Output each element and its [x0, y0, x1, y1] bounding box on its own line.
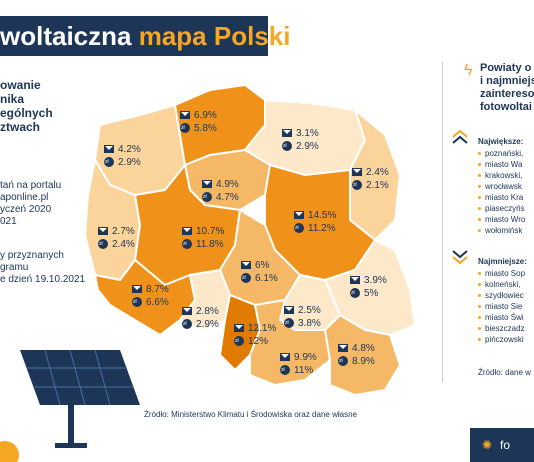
coin-icon	[180, 123, 190, 134]
list-item: miasto Sie	[478, 301, 525, 312]
biggest-list: poznański, miasto Wa krakowski, wrocławs…	[478, 148, 525, 236]
label-mazowieckie: 14.5% 11.2%	[294, 210, 336, 236]
region-podkarpackie	[323, 313, 402, 397]
coin-icon	[132, 297, 142, 308]
label-opolskie: 2.8% 2.9%	[182, 306, 219, 332]
lightning-icon: ϟ	[464, 62, 473, 79]
envelope-icon	[234, 324, 244, 333]
info2-line: y przyznanych	[0, 250, 64, 261]
label-podkarpackie: 4.8% 8.9%	[338, 343, 375, 369]
info2-line: e dzień 19.10.2021	[0, 274, 86, 285]
envelope-icon	[202, 180, 212, 189]
left-line: ególnych	[0, 106, 53, 120]
coin-icon	[234, 336, 244, 347]
solar-panel-illustration	[0, 349, 140, 462]
left-description: owanie nika ególnych ztwach	[0, 78, 53, 134]
coin-icon	[350, 288, 360, 299]
envelope-icon	[284, 306, 294, 315]
list-item: szydłowiec	[478, 290, 525, 301]
list-item: kolneński,	[478, 279, 525, 290]
title-bar: woltaiczna mapa Polski	[0, 16, 290, 56]
sun-icon: ✺	[482, 438, 493, 452]
left-info: tań na portalu aponline.pl yczeń 2020 02…	[0, 180, 61, 228]
coin-icon	[202, 192, 212, 203]
label-malopolskie: 9.9% 11%	[280, 352, 317, 378]
chevron-up-icon	[452, 129, 468, 144]
label-pomorskie: 6.9% 5.8%	[180, 110, 217, 136]
label-dolnoslaskie: 8.7% 6.6%	[132, 284, 169, 310]
info-line: aponline.pl	[0, 192, 49, 203]
label-warminsko-mazurskie: 3.1% 2.9%	[282, 128, 319, 154]
envelope-icon	[282, 129, 292, 138]
label-kujawsko-pomorskie: 4.9% 4.7%	[202, 179, 239, 205]
list-item: pińczowski	[478, 334, 525, 345]
label-zachodniopomorskie: 4.2% 2.9%	[104, 144, 141, 170]
list-item: miasto Wro	[478, 214, 525, 225]
info-line: 021	[0, 216, 17, 227]
info2-line: gramu	[0, 262, 29, 273]
right-title: Powiaty o i najmniejs zainteresow fotowo…	[480, 62, 534, 113]
title-part2: mapa Polski	[138, 21, 291, 51]
envelope-icon	[241, 261, 251, 270]
envelope-icon	[104, 145, 114, 154]
region-opolskie	[178, 268, 232, 332]
envelope-icon	[280, 353, 290, 362]
coin-icon	[284, 318, 294, 329]
label-podlaskie: 2.4% 2.1%	[352, 167, 389, 193]
list-item: wołomińsk	[478, 225, 525, 236]
coin-icon	[182, 239, 192, 250]
list-item: bieszczadz	[478, 323, 525, 334]
coin-icon	[294, 223, 304, 234]
envelope-icon	[182, 227, 192, 236]
title-part1: woltaiczna	[0, 21, 132, 51]
left-line: owanie	[0, 78, 41, 92]
coin-icon	[338, 356, 348, 367]
chevron-down-icon	[452, 250, 468, 265]
smallest-list: miasto Sop kolneński, szydłowiec miasto …	[478, 268, 525, 345]
coin-icon	[98, 239, 108, 250]
coin-icon	[280, 365, 290, 376]
label-lubelskie: 3.9% 5%	[350, 275, 387, 301]
list-item: poznański,	[478, 148, 525, 159]
coin-icon	[182, 319, 192, 330]
list-item: wrocławsk	[478, 181, 525, 192]
envelope-icon	[98, 227, 108, 236]
envelope-icon	[352, 168, 362, 177]
envelope-icon	[294, 211, 304, 220]
list-item: miasto Kra	[478, 192, 525, 203]
coin-icon	[282, 141, 292, 152]
info-line: yczeń 2020	[0, 204, 52, 215]
region-malopolskie	[249, 298, 332, 387]
smallest-heading: Najmniejsze:	[478, 257, 527, 266]
left-line: ztwach	[0, 120, 41, 134]
poland-map	[83, 83, 417, 397]
coin-icon	[104, 157, 114, 168]
envelope-icon	[350, 276, 360, 285]
list-item: krakowski,	[478, 170, 525, 181]
right-source-note: Źródło: dane w	[478, 368, 531, 377]
list-item: miasto Wa	[478, 159, 525, 170]
coin-icon	[352, 180, 362, 191]
info-line: tań na portalu	[0, 180, 62, 191]
left-info2: y przyznanych gramu e dzień 19.10.2021	[0, 250, 85, 286]
label-swietokrzyskie: 2.5% 3.8%	[284, 305, 321, 331]
divider	[442, 62, 443, 382]
label-wielkopolskie: 10.7% 11.8%	[182, 226, 224, 252]
list-item: miasto Sop	[478, 268, 525, 279]
label-lodzkie: 6% 6.1%	[241, 260, 278, 286]
footer-brand: ✺ fo	[470, 428, 534, 462]
left-line: nika	[0, 92, 25, 106]
envelope-icon	[180, 111, 190, 120]
label-lubuskie: 2.7% 2.4%	[98, 226, 135, 252]
list-item: piaseczyńs	[478, 203, 525, 214]
coin-icon	[241, 273, 251, 284]
envelope-icon	[132, 285, 142, 294]
label-slaskie: 12.1% 12%	[234, 323, 276, 349]
envelope-icon	[182, 307, 192, 316]
source-note: Źródło: Ministerstwo Klimatu i Środowisk…	[144, 410, 357, 419]
list-item: miasto Świ	[478, 312, 525, 323]
biggest-heading: Największe:	[478, 137, 524, 146]
envelope-icon	[338, 344, 348, 353]
brand-text: fo	[500, 438, 511, 452]
